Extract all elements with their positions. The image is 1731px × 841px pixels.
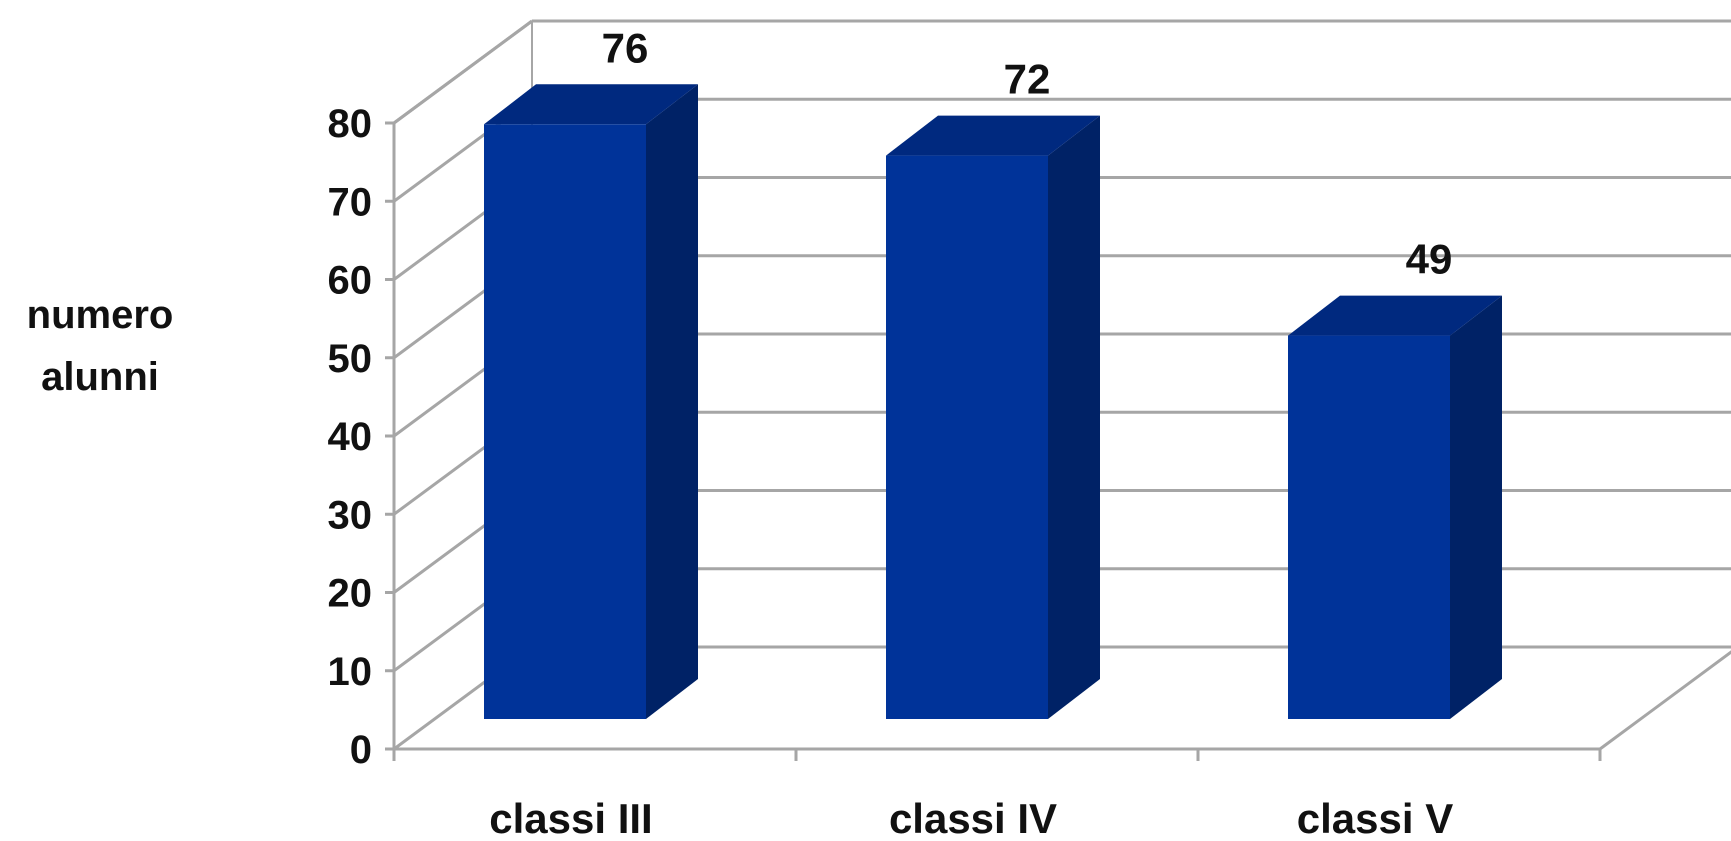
bar-side-face [1048,115,1100,720]
data-labels: 76 72 49 [602,24,1453,282]
data-label: 72 [1004,56,1051,103]
y-tick-label: 80 [328,102,373,146]
bar-top-face [1288,295,1502,336]
floor-right-edge [1599,650,1731,751]
y-tick-label: 0 [350,728,372,772]
y-tick-label: 20 [328,572,373,616]
x-tick-labels: classi III classi IV classi V [489,795,1453,841]
bars [484,84,1502,720]
bar-front-face [484,124,646,720]
bar-top-face [484,84,698,125]
bar-side-face [1450,295,1502,719]
gridline-side-80 [393,19,533,125]
bar-top-face [886,115,1100,156]
bar-front-face [1288,335,1450,719]
axes [385,121,1602,761]
bar-side-face [646,84,698,720]
bar-front-face [886,155,1048,720]
bar-1 [484,84,698,720]
y-tick-label: 10 [328,650,373,694]
x-category-label: classi IV [889,795,1057,841]
data-label: 49 [1406,236,1453,283]
bar-3 [1288,295,1502,719]
y-tick-label: 50 [328,337,373,381]
y-axis-label-line2: alunni [41,355,159,399]
y-axis-label-line1: numero [27,293,174,337]
data-label: 76 [602,24,649,71]
x-category-label: classi V [1297,795,1453,841]
gridlines [393,19,1731,751]
y-tick-label: 40 [328,415,373,459]
y-tick-labels: 0 10 20 30 40 50 60 70 80 [328,102,373,772]
y-tick-label: 70 [328,180,373,224]
bar-2 [886,115,1100,720]
y-tick-label: 30 [328,493,373,537]
y-tick-label: 60 [328,259,373,303]
x-category-label: classi III [489,795,652,841]
